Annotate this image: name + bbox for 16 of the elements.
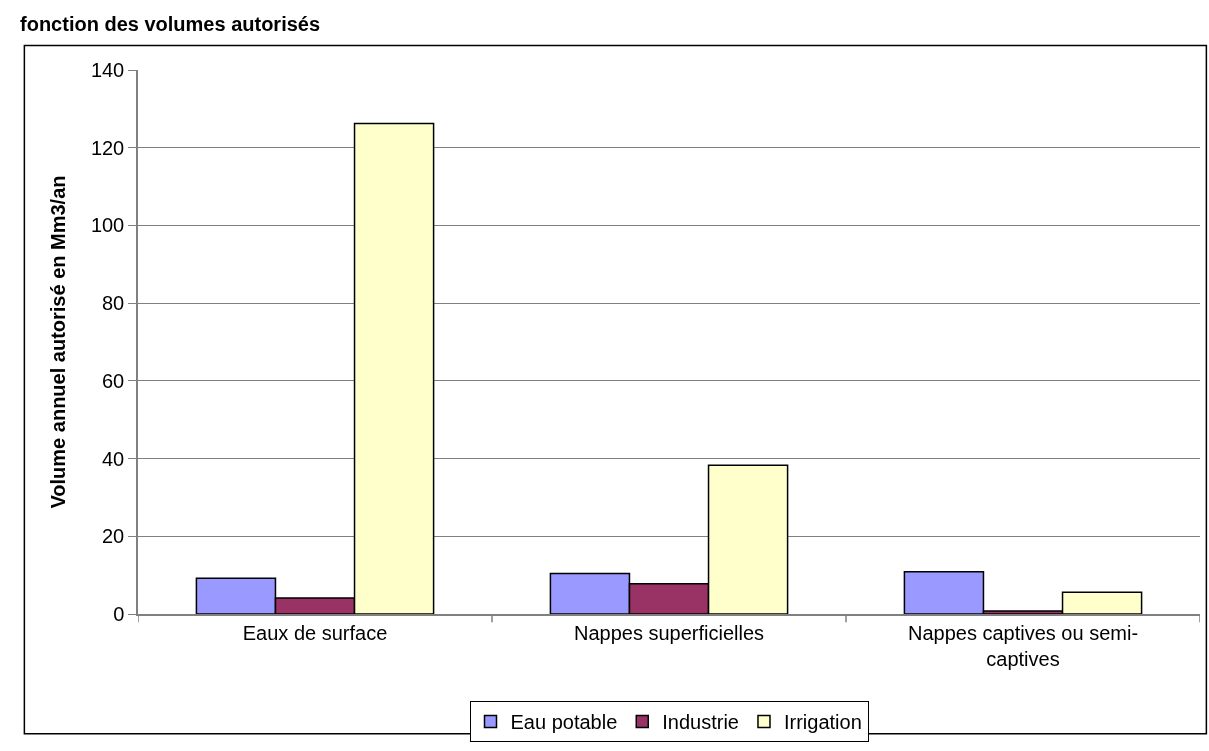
- legend-label: Irrigation: [783, 711, 862, 734]
- y-tick-label: 40: [102, 447, 125, 470]
- y-tick-label: 20: [102, 525, 125, 548]
- x-tick-label: Eaux de surface: [242, 621, 388, 644]
- y-axis-title: Volume annuel autorisé en Mm3/an: [46, 175, 69, 509]
- x-tick-label: Nappes superficielles: [573, 621, 765, 644]
- y-tick-label: 0: [113, 603, 125, 625]
- legend-label: Industrie: [662, 711, 739, 734]
- chart-title: fonction des volumes autorisés: [20, 13, 321, 35]
- y-tick-label: 80: [102, 292, 125, 315]
- y-tick-label: 60: [102, 369, 125, 392]
- y-tick-label: 120: [90, 136, 125, 159]
- y-tick-label: 140: [90, 59, 125, 81]
- legend-label: Eau potable: [510, 711, 618, 734]
- y-tick-label: 100: [90, 214, 125, 237]
- x-tick-label: Nappes captives ou semi-captives: [907, 621, 1139, 670]
